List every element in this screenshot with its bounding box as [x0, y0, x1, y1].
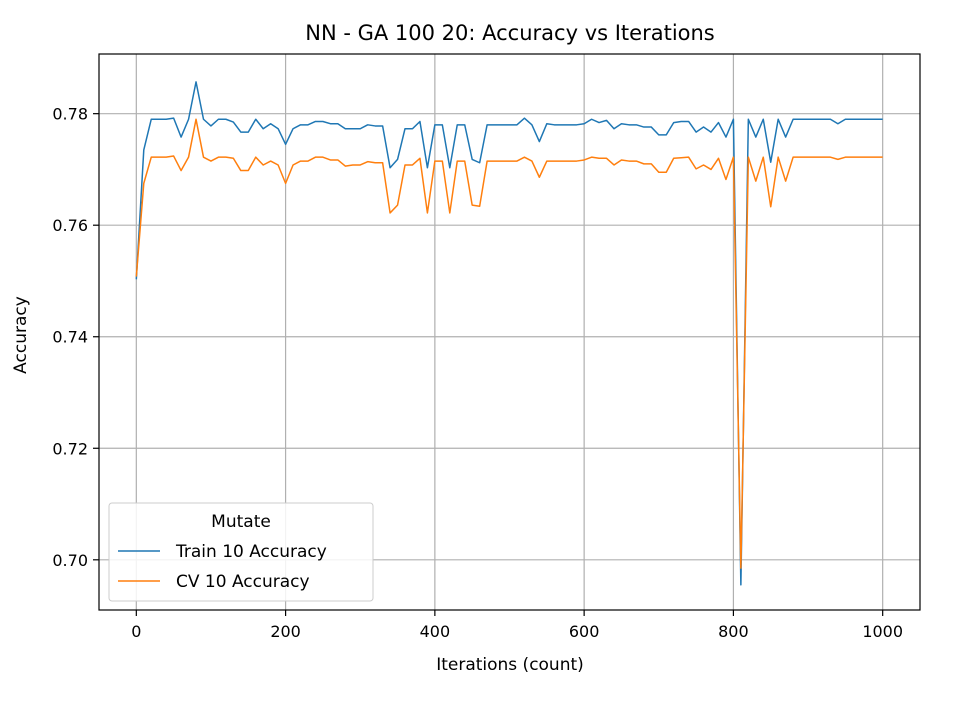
series-lines: [135, 81, 883, 586]
series-line-train: [135, 81, 883, 586]
y-tick-label: 0.70: [52, 551, 88, 570]
axis-ticks: 0 200 400 600 800 1000 0.70 0.72 0.74 0.76 0.78: [52, 105, 903, 641]
y-tick-label: 0.76: [52, 216, 88, 235]
x-axis-label: Iterations (count): [436, 655, 584, 675]
series-line-cv: [135, 118, 883, 569]
y-tick-label: 0.72: [52, 439, 88, 458]
x-tick-label: 400: [420, 622, 451, 641]
plot-frame: [98, 53, 921, 611]
legend-title: Mutate: [211, 512, 271, 532]
y-axis-label: Accuracy: [11, 296, 31, 374]
legend-label: Train 10 Accuracy: [175, 542, 327, 562]
x-tick-label: 1000: [862, 622, 903, 641]
y-tick-label: 0.78: [52, 105, 88, 124]
legend-box: [108, 502, 374, 602]
x-tick-label: 800: [718, 622, 749, 641]
x-tick-label: 0: [131, 622, 141, 641]
legend: Mutate Train 10 Accuracy CV 10 Accuracy: [108, 502, 374, 602]
legend-label: CV 10 Accuracy: [176, 572, 310, 592]
y-tick-label: 0.74: [52, 328, 88, 347]
x-tick-label: 200: [270, 622, 301, 641]
chart-title: NN - GA 100 20: Accuracy vs Iterations: [305, 21, 715, 45]
x-tick-label: 600: [569, 622, 600, 641]
